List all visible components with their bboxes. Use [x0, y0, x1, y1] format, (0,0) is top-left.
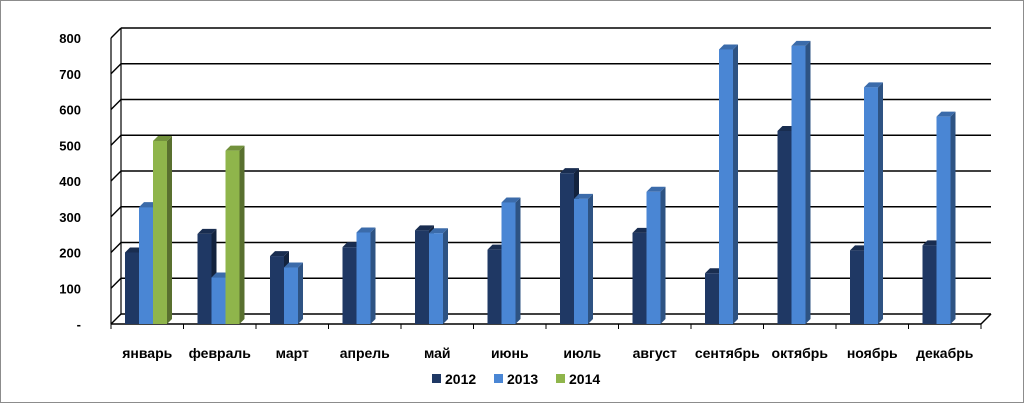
- x-category-label: май: [424, 345, 451, 361]
- x-category-label: февраль: [189, 345, 252, 361]
- bar-layer: [125, 40, 956, 325]
- gridline-side: [110, 277, 122, 289]
- x-category-label: июль: [563, 345, 601, 361]
- legend-item-2014: 2014: [556, 371, 600, 387]
- y-tick-label: 800: [59, 31, 81, 46]
- x-category-label: сентябрь: [695, 345, 760, 361]
- gridline-side: [110, 170, 122, 182]
- bar-2013-сентябрь: [719, 44, 738, 324]
- gridline-side: [110, 99, 122, 110]
- y-tick-label: 200: [59, 246, 81, 261]
- x-category-label: апрель: [340, 345, 390, 361]
- legend-label: 2014: [569, 371, 600, 387]
- legend-swatch: [432, 374, 441, 383]
- gridline-side: [110, 63, 122, 75]
- y-tick-label: 500: [59, 138, 81, 153]
- bar-2013-декабрь: [936, 111, 956, 325]
- bar-2013-март: [284, 262, 303, 324]
- y-tick-label: 600: [59, 103, 81, 118]
- x-category-label: март: [276, 345, 309, 361]
- bar-2013-июнь: [501, 197, 521, 324]
- legend-label: 2013: [507, 371, 538, 387]
- grid-layer: [110, 27, 992, 329]
- y-tick-label: -: [77, 317, 81, 332]
- x-category-label: август: [633, 345, 677, 361]
- y-tick-label: 400: [59, 174, 81, 189]
- x-category-label: октябрь: [772, 345, 829, 361]
- y-tick-label: 100: [59, 281, 81, 296]
- legend-swatch: [556, 374, 565, 383]
- bar-2014-январь: [153, 135, 172, 324]
- bar-2013-май: [429, 228, 448, 324]
- x-category-label: июнь: [491, 345, 529, 361]
- x-category-label: ноябрь: [847, 345, 898, 361]
- floor-edge: [980, 313, 992, 325]
- bar-2014-февраль: [225, 145, 245, 324]
- legend-item-2013: 2013: [494, 371, 538, 387]
- x-category-label: январь: [122, 345, 172, 361]
- legend-label: 2012: [445, 371, 476, 387]
- legend: 2012 2013 2014: [432, 371, 600, 387]
- x-axis-categories: январь февраль март апрель май июнь июль август…: [122, 345, 974, 361]
- gridline-side: [110, 134, 122, 146]
- bar-2013-октябрь: [791, 40, 811, 325]
- y-tick-label: 300: [59, 210, 81, 225]
- y-tick-label: 700: [59, 67, 81, 82]
- legend-item-2012: 2012: [432, 371, 476, 387]
- gridline-side: [110, 242, 122, 253]
- x-category-label: декабрь: [916, 345, 974, 361]
- y-axis-ticks: - 100 200 300 400 500 600 700 800: [59, 31, 81, 332]
- bar-2013-июль: [574, 193, 593, 324]
- bar-2013-апрель: [356, 227, 376, 324]
- legend-swatch: [494, 374, 503, 383]
- gridline-side: [110, 206, 122, 218]
- bar-2013-август: [646, 186, 666, 324]
- bar-2013-ноябрь: [864, 82, 883, 325]
- gridline-side: [110, 27, 122, 39]
- gridline-side: [110, 313, 122, 325]
